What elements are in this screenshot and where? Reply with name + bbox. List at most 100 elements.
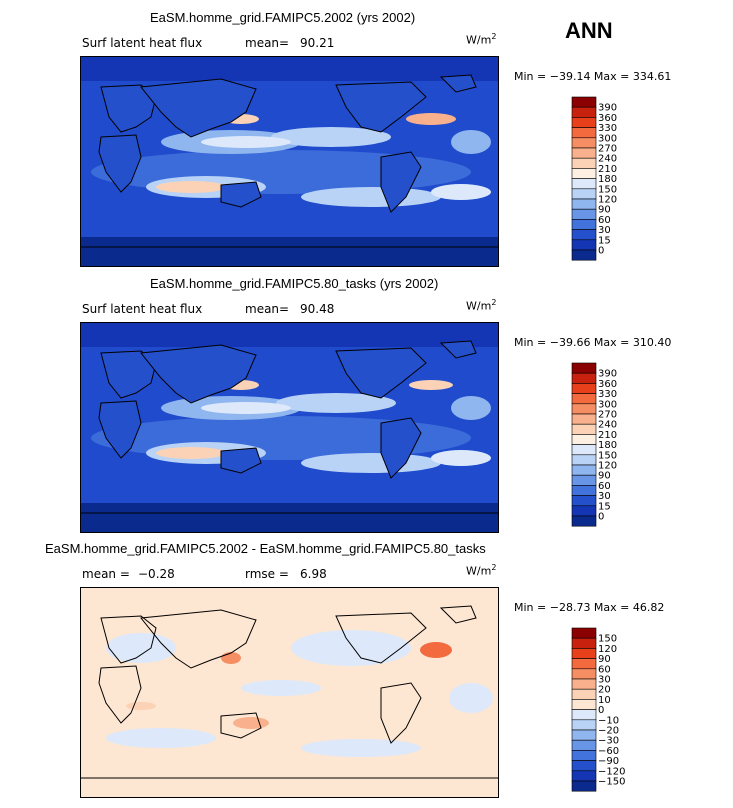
colorbar-swatch	[571, 413, 597, 425]
panel-1-asia	[140, 78, 257, 138]
panel-3-pos-kuroshio	[221, 652, 241, 664]
panel-2-units: W/m2	[466, 298, 497, 313]
panel-2-antarctic	[81, 503, 498, 532]
colorbar-tick-label: 60	[598, 481, 611, 492]
colorbar-tick-label: 150	[598, 450, 617, 461]
colorbar-swatch	[571, 760, 597, 772]
panel-1-gulfstream	[406, 113, 456, 125]
panel-1-min-max: Min = −39.14 Max = 334.61	[514, 70, 672, 83]
panel-2-mean-label: mean=	[245, 302, 290, 316]
panel-1-variable: Surf latent heat flux	[82, 36, 203, 50]
panel-1-natl-band	[451, 130, 491, 154]
panel-1-satl-band	[431, 184, 491, 200]
panel-1-south-america	[380, 151, 422, 213]
colorbar-tick-label: 30	[598, 491, 611, 502]
panel-2-npac-core	[201, 402, 291, 414]
panel-1-mean-value: 90.21	[300, 36, 335, 50]
colorbar-swatch	[571, 219, 597, 230]
panel-1-units: W/m2	[466, 32, 497, 47]
colorbar-swatch	[571, 495, 597, 507]
panel-1-title: EaSM.homme_grid.FAMIPC5.2002 (yrs 2002)	[150, 10, 416, 25]
colorbar-swatch	[571, 106, 597, 118]
colorbar-tick-label: 90	[598, 471, 611, 482]
colorbar-tick-label: 330	[598, 389, 617, 400]
colorbar-tick-label: 180	[598, 440, 617, 451]
panel-1-continents	[98, 74, 477, 213]
colorbar-swatch	[571, 780, 597, 792]
colorbar-swatch	[571, 249, 597, 261]
colorbar-swatch	[571, 678, 597, 690]
panel-1-africa	[98, 134, 142, 193]
colorbar-tick-label: 90	[598, 205, 611, 216]
colorbar-swatch	[571, 383, 597, 394]
colorbar-swatch	[571, 362, 597, 374]
colorbar-swatch	[571, 637, 597, 649]
panel-3-pos-indian	[126, 702, 156, 710]
panel-3-neg-tropics	[241, 680, 321, 696]
colorbar-swatch	[571, 505, 597, 517]
panel-3-australia	[220, 712, 262, 739]
panel-2-asia	[140, 344, 257, 404]
panel-3-greenland	[439, 605, 477, 624]
panel-3-neg-spac	[301, 739, 421, 757]
colorbar-swatch	[571, 127, 597, 139]
colorbar-tick-label: −30	[598, 736, 619, 747]
panel-2-map-svg	[81, 323, 498, 532]
colorbar-swatch	[571, 719, 597, 731]
panel-3-asia	[140, 609, 257, 669]
colorbar-swatch	[571, 699, 597, 710]
panel-3-pos-coral-sea	[233, 717, 269, 729]
colorbar-swatch	[571, 96, 597, 108]
panel-2-npac-band-b	[276, 393, 396, 413]
colorbar-tick-label: 150	[598, 184, 617, 195]
colorbar-tick-label: 390	[598, 103, 617, 114]
panel-2-africa	[98, 400, 142, 459]
colorbar-tick-label: −10	[598, 715, 619, 726]
panel-2-north-america	[335, 347, 427, 399]
panel-3-mean-label: mean =	[82, 567, 130, 581]
colorbar-tick-label: 20	[598, 685, 611, 696]
panel-1-colorbar: 390 360 330 300 270 240 210 180 150 120 90 60 30 15 0	[571, 96, 632, 267]
panel-1-north-america	[335, 81, 427, 133]
colorbar-swatch	[571, 178, 597, 190]
panel-1-spac-band	[301, 187, 441, 207]
colorbar-tick-label: −90	[598, 756, 619, 767]
colorbar-swatch	[571, 648, 597, 659]
colorbar-swatch	[571, 117, 597, 128]
colorbar-tick-label: 60	[598, 664, 611, 675]
panel-1-greenland	[439, 74, 477, 93]
panel-2-gulfstream	[409, 380, 453, 390]
panel-3-neg-npac	[291, 630, 411, 666]
panel-3-neg-natl	[449, 683, 493, 713]
panel-2-greenland	[439, 340, 477, 359]
panel-3-min-max: Min = −28.73 Max = 46.82	[514, 601, 665, 614]
panel-3-continents	[98, 605, 477, 744]
colorbar-tick-label: −120	[598, 766, 625, 777]
colorbar-swatch	[571, 208, 597, 220]
panel-2-australia	[220, 447, 262, 474]
panel-3-africa	[98, 665, 142, 724]
colorbar-swatch	[571, 157, 597, 169]
colorbar-tick-label: 15	[598, 501, 611, 512]
panel-2-sio-core	[156, 447, 226, 459]
panel-1-map-svg	[81, 57, 498, 266]
colorbar-tick-label: 150	[598, 634, 617, 645]
panel-2-spac-band	[301, 453, 441, 473]
colorbar-tick-label: 90	[598, 654, 611, 665]
colorbar-tick-label: 300	[598, 133, 617, 144]
colorbar-tick-label: 300	[598, 399, 617, 410]
panel-2-map	[80, 322, 499, 533]
panel-3-map	[80, 587, 499, 798]
colorbar-swatch	[571, 485, 597, 496]
panel-2-natl-band	[451, 396, 491, 420]
colorbar-tick-label: 30	[598, 675, 611, 686]
panel-3-north-america	[335, 612, 427, 664]
panel-1-mean-label: mean=	[245, 36, 290, 50]
colorbar-swatch	[571, 137, 597, 149]
colorbar-tick-label: 360	[598, 379, 617, 390]
panel-1-npac-band-b	[271, 127, 391, 147]
colorbar-tick-label: −60	[598, 746, 619, 757]
colorbar-tick-label: 120	[598, 644, 617, 655]
